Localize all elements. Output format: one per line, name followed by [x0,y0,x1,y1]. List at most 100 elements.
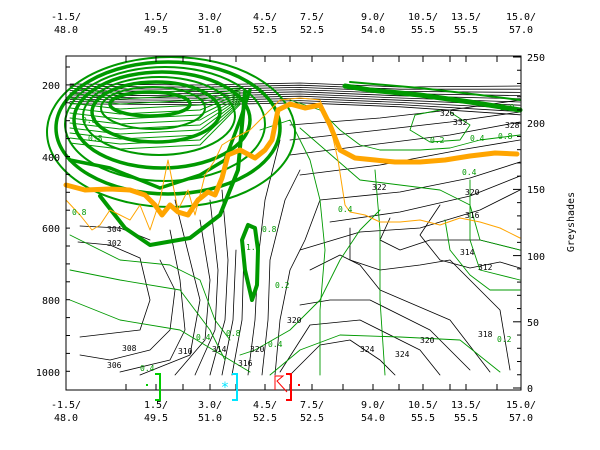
theta-contour-label: 304 [107,225,122,234]
pv-contour-label: 0.4 [196,333,211,342]
theta-contour [279,319,441,376]
pv-contour-label: 0.8 [226,329,241,338]
pv-contour [349,81,521,101]
x-tick-label-top-lat: 51.0 [198,25,222,36]
x-tick-label-bottom-lon: 3.0/ [198,400,222,411]
x-tick-label-top-lon: 9.0/ [361,12,385,23]
theta-contour-label: 324 [360,345,375,354]
right-axis-label: Greyshades [566,192,577,252]
greyshade-thin-line [65,97,521,239]
pv-contour [69,102,241,145]
theta-contour-label: 320 [465,188,480,197]
x-tick-label-top-lon: 3.0/ [198,12,222,23]
pv-contour-label: 0.4 [268,340,283,349]
x-tick-label-bottom-lon: 1.5/ [144,400,168,411]
theta-contour [221,249,237,376]
pv-contour-label: 0.4 [338,205,353,214]
pv-contour [64,66,266,182]
x-tick-label-top-lat: 57.0 [509,25,533,36]
theta-contour [77,241,151,338]
pv-contour-label: 0.4 [462,168,477,177]
y-right-tick-label: 100 [527,252,545,263]
cyan-bracket-marker [232,373,238,401]
x-tick-label-top-lon: 13.5/ [451,12,481,23]
red-dot-marker [298,384,300,386]
theta-contour [274,199,321,376]
y-left-tick-label: 800 [42,296,60,307]
y-left-tick-label: 200 [42,81,60,92]
x-tick-label-bottom-lat: 55.5 [411,413,435,424]
pv-contour [69,92,241,110]
x-tick-label-bottom-lon: 9.0/ [361,400,385,411]
theta-contour [299,139,521,176]
x-tick-label-top-lat: 48.0 [54,25,78,36]
theta-contour-label: 322 [372,183,387,192]
pv-contour [54,60,282,196]
pv-contour [69,96,241,125]
pv-contour-label: 0.4 [140,364,155,373]
pv-contour [374,169,386,376]
pv-contour [409,109,471,143]
theta-contour-label: 318 [478,330,493,339]
x-tick-label-top-lat: 55.5 [411,25,435,36]
pv-contour [69,234,231,341]
x-tick-label-top-lat: 52.5 [253,25,277,36]
pv-contour [69,299,251,373]
x-tick-label-top-lon: 4.5/ [253,12,277,23]
pv-contour [69,95,241,120]
pv-contour [69,269,226,361]
theta-contour-label: 314 [460,248,475,257]
theta-contour-label: 308 [122,344,137,353]
y-right-tick-label: 50 [527,318,539,329]
pv-contour [299,127,521,251]
red-bracket-marker [286,373,292,401]
x-tick-label-bottom-lat: 48.0 [54,413,78,424]
theta-contour [309,254,491,373]
theta-contour [194,199,219,376]
theta-contour [299,189,521,251]
section-markers: * [146,373,300,401]
theta-contour [299,299,471,371]
theta-contour-label: 306 [107,361,122,370]
theta-contour [349,227,511,371]
x-tick-label-top-lon: 7.5/ [300,12,324,23]
axis-ticks: -1.5/48.0 -1.5/48.0 1.5/49.5 1.5/49.5 3.0/51… [36,12,545,424]
theta-contour-label: 316 [465,211,480,220]
y-left-tick-label: 600 [42,224,60,235]
pv-contour [259,119,326,376]
cyan-asterisk-marker: * [221,380,229,396]
pv-contour [469,179,521,281]
theta-contour-label: 320 [287,316,302,325]
pv-contour [239,209,381,356]
x-tick-label-top-lon: 10.5/ [408,12,438,23]
pv-contour [69,98,241,130]
x-tick-label-bottom-lat: 49.5 [144,413,168,424]
plot-frame-rect [65,55,522,391]
theta-contour-label: 324 [395,350,410,359]
green-bracket-marker [155,373,161,401]
theta-contour [289,121,521,156]
pv-contour-label: 0.2 [497,335,512,344]
pv-contour-label: 2.0 [500,103,515,112]
pv-contour-label: 0.8 [72,208,87,217]
pv-contour [379,134,521,151]
theta-contour [69,102,521,116]
pv-contour [269,334,501,376]
x-tick-label-bottom-lon: 10.5/ [408,400,438,411]
theta-contour [69,87,521,93]
theta-contour-label: 302 [107,239,122,248]
theta-contour [231,249,245,376]
pv-contour [444,219,521,291]
theta-contour [289,339,396,376]
theta-contour [79,259,176,361]
theta-contour-label: 310 [178,347,193,356]
x-tick-label-top-lon: -1.5/ [51,12,81,23]
pv-contour-label: 0.2 [430,136,445,145]
x-tick-label-bottom-lat: 54.0 [361,413,385,424]
theta-contour [419,204,521,269]
pv-contour-label: 1.0 [246,243,261,252]
x-tick-label-bottom-lon: 4.5/ [253,400,277,411]
theta-contour [119,229,186,373]
x-tick-label-top-lat: 55.5 [454,25,478,36]
